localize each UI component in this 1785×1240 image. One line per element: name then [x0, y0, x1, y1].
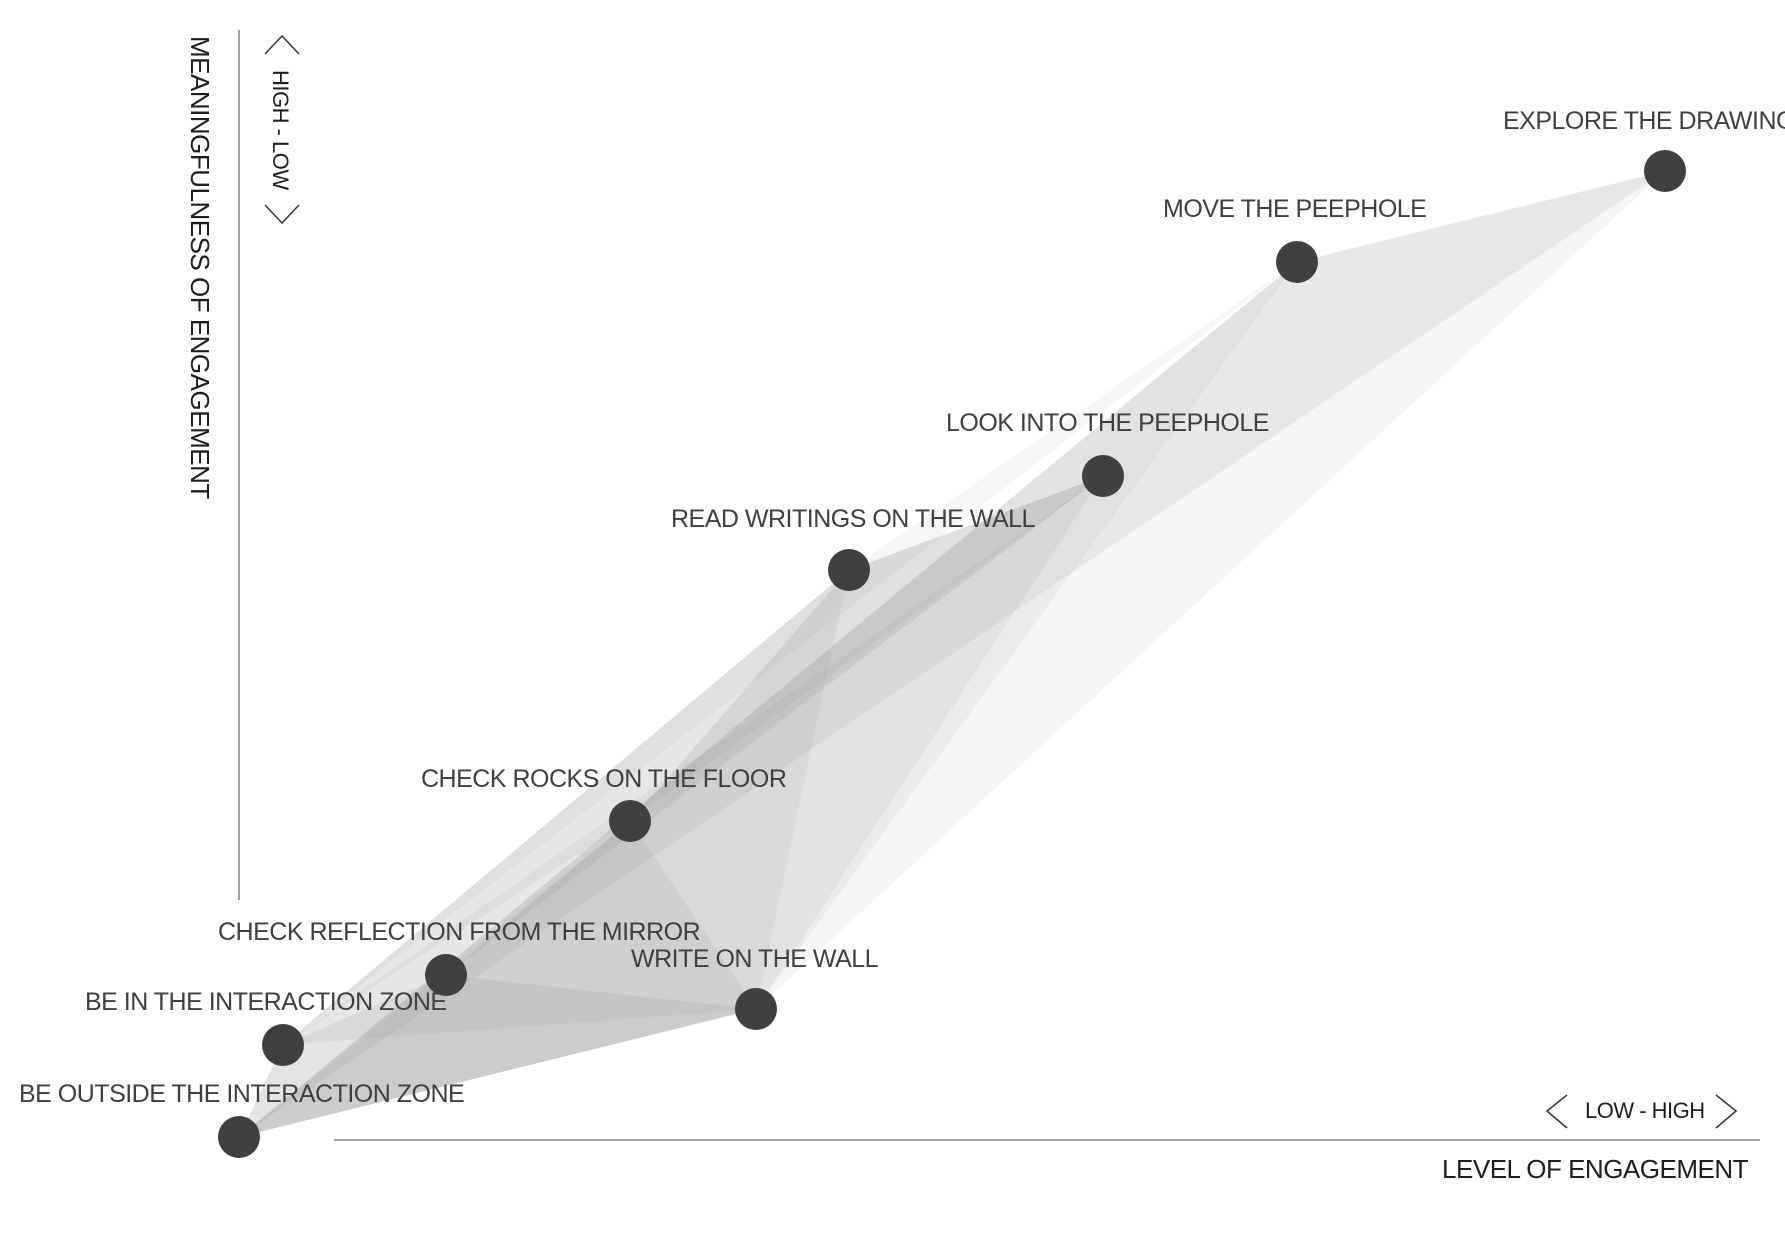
x-axis-title: LEVEL OF ENGAGEMENT: [1442, 1154, 1749, 1184]
node-label-rocks: CHECK ROCKS ON THE FLOOR: [421, 765, 786, 793]
engagement-polygon-11: [239, 262, 1297, 1137]
chevron-down-icon: [264, 204, 300, 225]
chevron-right-icon: [1715, 1094, 1738, 1129]
node-in-zone: [262, 1024, 304, 1066]
chevron-left-icon: [1545, 1094, 1568, 1129]
y-range-indicator: HIGH - LOW: [264, 34, 300, 225]
engagement-polygon-12: [283, 262, 1297, 1045]
engagement-polygon-7: [239, 570, 849, 1137]
node-move: [1276, 241, 1318, 283]
x-range-indicator: LOW - HIGH: [1545, 1094, 1738, 1129]
node-write: [735, 988, 777, 1030]
node-explore: [1644, 150, 1686, 192]
engagement-polygon-9: [239, 975, 756, 1137]
chevron-up-icon: [264, 34, 300, 55]
engagement-polygons: [239, 171, 1665, 1137]
node-look: [1082, 455, 1124, 497]
engagement-polygon-5: [283, 476, 1103, 1045]
engagement-polygon-4: [239, 262, 1297, 1137]
node-labels: BE OUTSIDE THE INTERACTION ZONE BE IN TH…: [19, 107, 1785, 1108]
engagement-polygon-8: [239, 821, 756, 1137]
node-label-look: LOOK INTO THE PEEPHOLE: [946, 409, 1269, 437]
nodes: [218, 150, 1686, 1158]
node-mirror: [425, 954, 467, 996]
y-axis-title: MEANINGFULNESS OF ENGAGEMENT: [185, 36, 215, 499]
engagement-polygon-13: [446, 476, 1103, 975]
node-label-mirror: CHECK REFLECTION FROM THE MIRROR: [218, 918, 700, 946]
node-label-explore: EXPLORE THE DRAWING: [1503, 107, 1785, 135]
node-read: [828, 549, 870, 591]
node-label-in-zone: BE IN THE INTERACTION ZONE: [85, 988, 447, 1016]
engagement-polygon-3: [239, 171, 1665, 1137]
y-range-label: HIGH - LOW: [268, 70, 293, 190]
node-label-outside: BE OUTSIDE THE INTERACTION ZONE: [19, 1080, 464, 1108]
node-outside: [218, 1116, 260, 1158]
x-range-label: LOW - HIGH: [1585, 1098, 1705, 1123]
engagement-polygon-10: [283, 476, 1103, 1045]
node-label-read: READ WRITINGS ON THE WALL: [671, 505, 1036, 533]
node-label-write: WRITE ON THE WALL: [631, 945, 879, 973]
node-rocks: [609, 800, 651, 842]
engagement-polygon-1: [239, 171, 1665, 1137]
node-label-move: MOVE THE PEEPHOLE: [1163, 195, 1426, 223]
engagement-polygon-2: [239, 171, 1665, 1137]
